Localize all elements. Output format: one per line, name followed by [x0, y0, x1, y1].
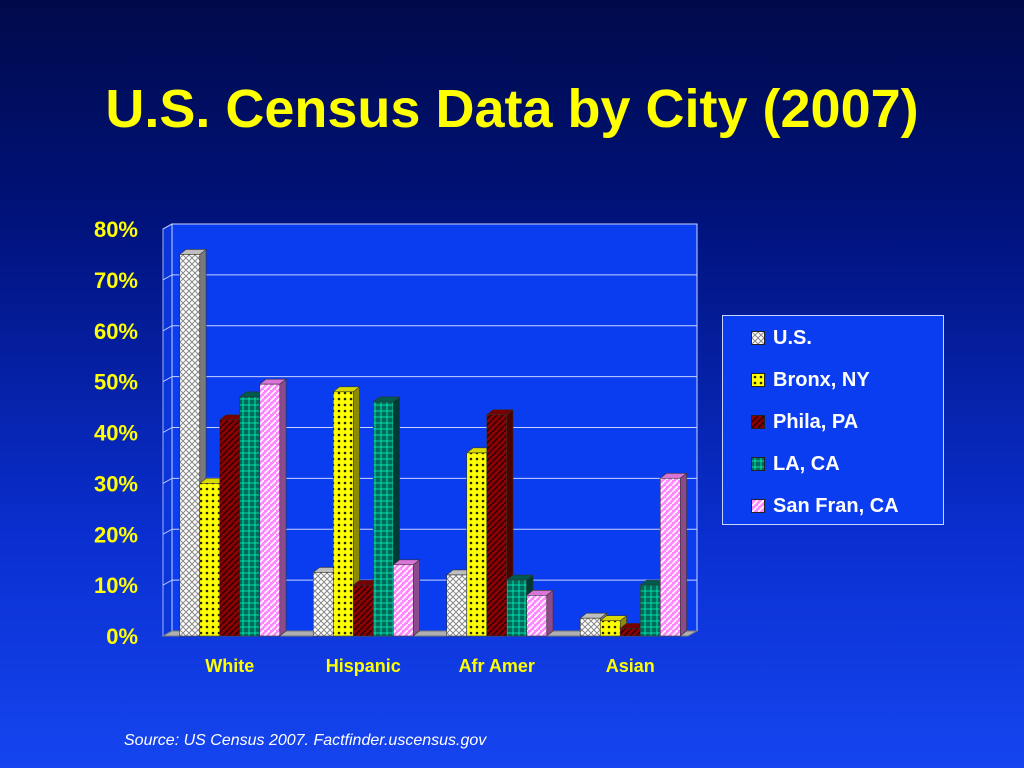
- y-tick-label: 70%: [94, 268, 138, 293]
- legend-item: Bronx, NY: [751, 366, 870, 394]
- x-category-label: White: [205, 656, 254, 676]
- gridline: [162, 274, 173, 281]
- y-tick-label: 10%: [94, 573, 138, 598]
- legend-item: San Fran, CA: [751, 492, 899, 520]
- legend-swatch: [751, 331, 765, 345]
- legend-label: LA, CA: [773, 452, 840, 475]
- legend-item: U.S.: [751, 324, 812, 352]
- y-tick-label: 60%: [94, 319, 138, 344]
- x-category-label: Afr Amer: [459, 656, 535, 676]
- x-category-label: Hispanic: [326, 656, 401, 676]
- legend-swatch: [751, 373, 765, 387]
- legend-label: San Fran, CA: [773, 494, 899, 517]
- legend-swatch: [751, 415, 765, 429]
- gridline: [162, 528, 173, 535]
- slide-title: U.S. Census Data by City (2007): [105, 79, 919, 139]
- gridline: [162, 427, 173, 433]
- y-tick-label: 50%: [94, 370, 138, 395]
- bar: [525, 589, 554, 637]
- source-note: Source: US Census 2007. Factfinder.uscen…: [124, 732, 487, 749]
- gridline: [162, 579, 173, 586]
- gridline: [162, 376, 173, 383]
- y-tick-label: 0%: [106, 624, 138, 649]
- legend-item: LA, CA: [751, 450, 840, 478]
- x-category-label: Asian: [606, 656, 655, 676]
- y-tick-label: 80%: [94, 217, 138, 242]
- legend-swatch: [751, 457, 765, 471]
- bar: [332, 386, 361, 637]
- y-tick-label: 20%: [94, 522, 138, 547]
- gridline: [162, 477, 173, 484]
- legend-label: U.S.: [773, 326, 812, 349]
- legend-label: Bronx, NY: [773, 368, 870, 391]
- bar: [659, 472, 688, 637]
- bar: [392, 559, 421, 637]
- legend-label: Phila, PA: [773, 410, 859, 433]
- chart-legend: U.S. Bronx, NY Phila, PA LA, CA San Fran, CA: [722, 315, 944, 525]
- bar: [258, 378, 287, 637]
- legend-swatch: [751, 499, 765, 513]
- y-tick-label: 40%: [94, 421, 138, 446]
- gridline: [162, 325, 173, 332]
- gridline: [162, 223, 173, 230]
- legend-item: Phila, PA: [751, 408, 858, 436]
- y-tick-label: 30%: [94, 471, 138, 496]
